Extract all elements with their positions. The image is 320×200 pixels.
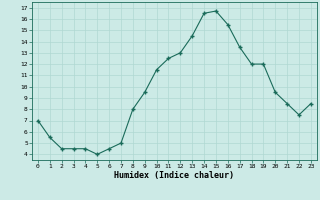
X-axis label: Humidex (Indice chaleur): Humidex (Indice chaleur): [115, 171, 234, 180]
